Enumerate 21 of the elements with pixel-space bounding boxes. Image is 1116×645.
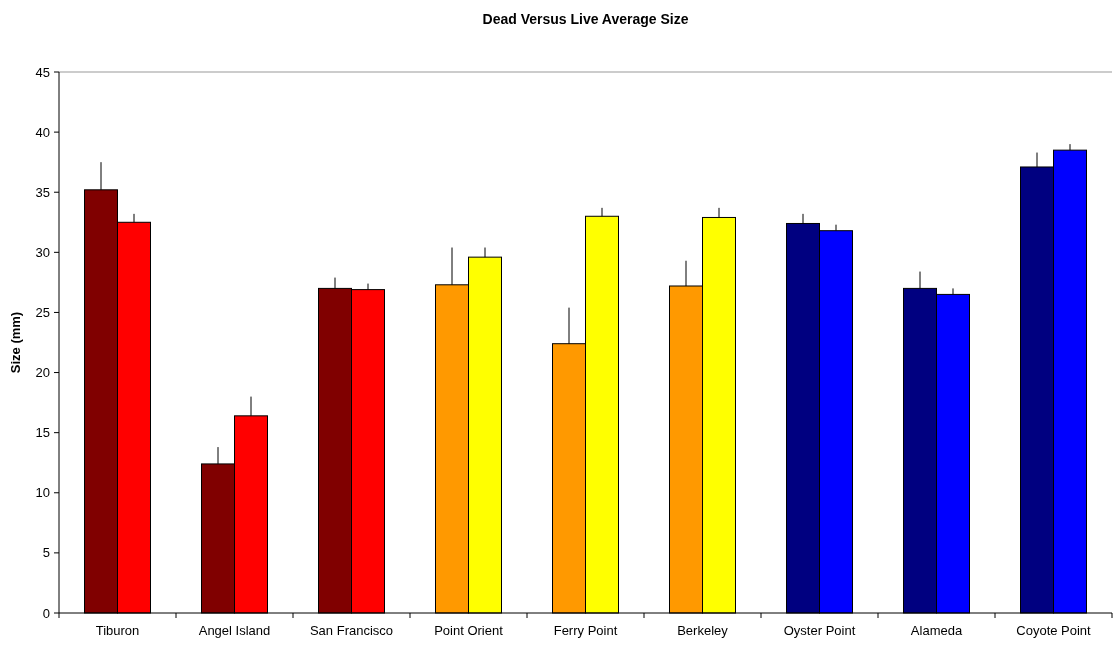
- x-tick-label: Alameda: [910, 623, 963, 638]
- x-tick-label: Tiburon: [95, 623, 140, 638]
- y-axis-title: Size (mm): [8, 311, 23, 374]
- y-tick-label: 25: [35, 304, 50, 320]
- y-tick-label: 40: [35, 124, 50, 140]
- y-tick-label: 0: [42, 605, 50, 621]
- x-tick-label: Point Orient: [434, 623, 504, 638]
- y-tick-label: 45: [35, 64, 50, 80]
- x-tick-label: Berkeley: [677, 623, 729, 638]
- x-tick-label: Angel Island: [198, 623, 271, 638]
- y-tick-label: 5: [42, 545, 50, 561]
- x-tick-label: Oyster Point: [783, 623, 856, 638]
- x-tick-label: Coyote Point: [1016, 623, 1092, 638]
- y-tick-label: 10: [35, 485, 50, 501]
- chart-title: Dead Versus Live Average Size: [482, 11, 689, 27]
- y-tick-label: 35: [35, 184, 50, 200]
- y-tick-label: 30: [35, 244, 50, 260]
- x-tick-label: San Francisco: [309, 623, 394, 638]
- y-tick-label: 20: [35, 365, 50, 381]
- y-tick-label: 15: [35, 425, 50, 441]
- x-tick-label: Ferry Point: [553, 623, 618, 638]
